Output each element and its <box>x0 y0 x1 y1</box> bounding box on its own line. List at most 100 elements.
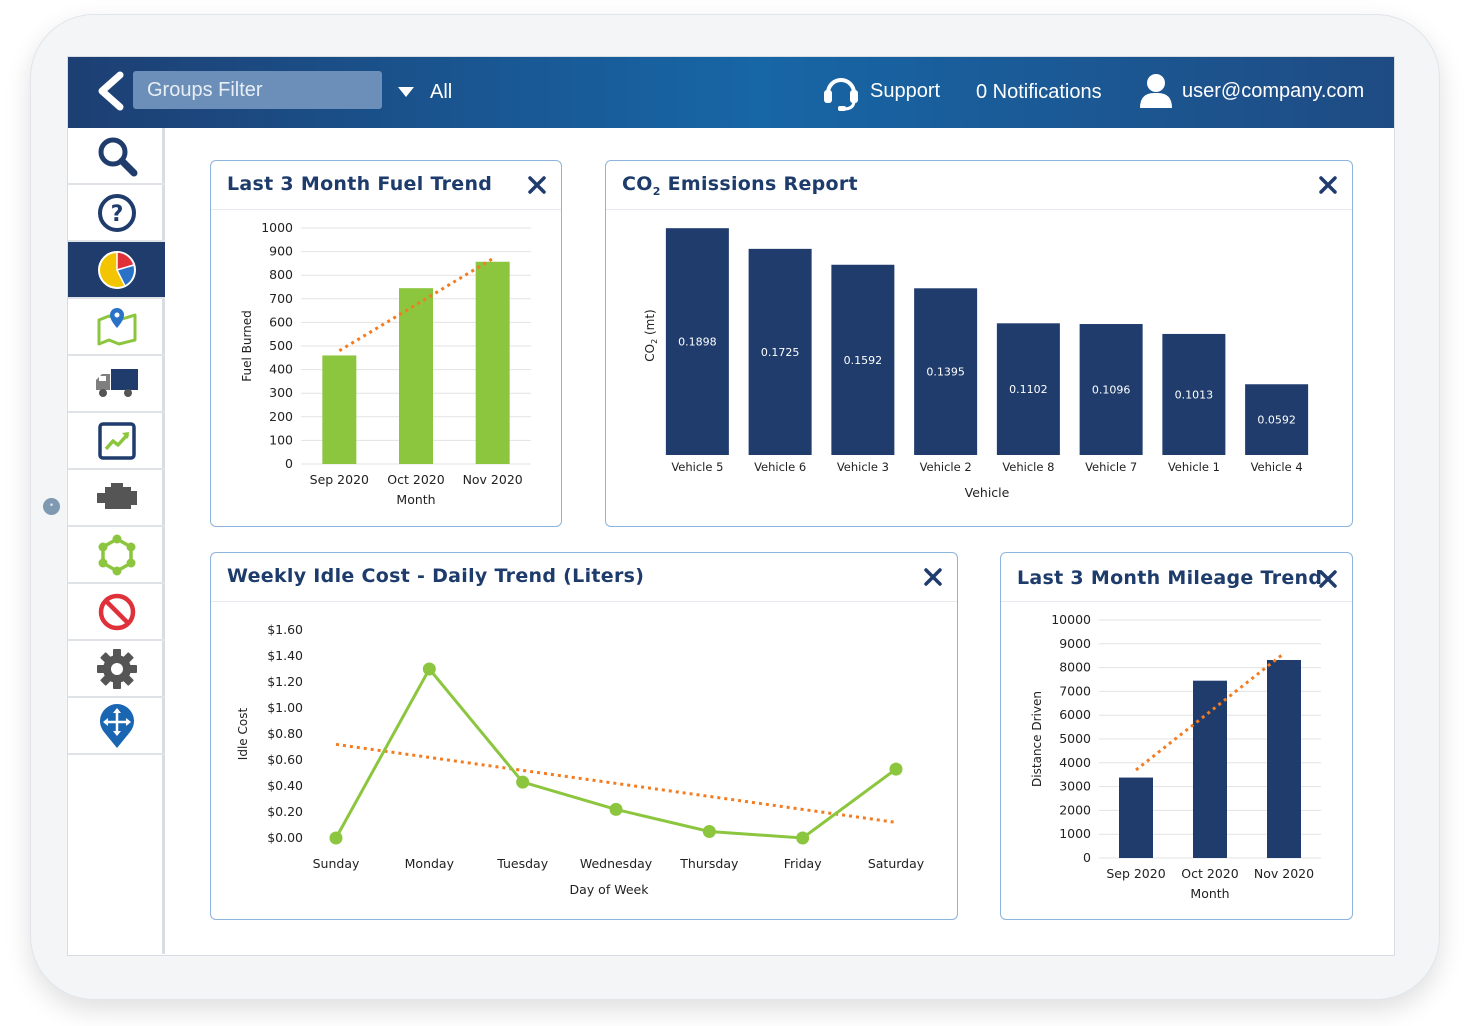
gear-icon <box>96 648 137 689</box>
sidebar-item-geofence[interactable] <box>68 527 165 584</box>
y-tick-label: $0.80 <box>267 726 303 741</box>
fuel-trend-panel: Last 3 Month Fuel Trend 0 100 200 300 400 500… <box>210 160 562 527</box>
idle-cost-header: Weekly Idle Cost - Daily Trend (Liters) <box>211 553 957 602</box>
y-tick-label: 3000 <box>1059 779 1091 794</box>
notifications-link[interactable]: 0 Notifications <box>976 81 1102 103</box>
sidebar-item-trends[interactable] <box>68 413 165 470</box>
sidebar-item-restrictions[interactable] <box>68 584 165 641</box>
y-tick-label: $1.40 <box>267 648 303 663</box>
y-tick-label: $0.20 <box>267 804 303 819</box>
bar-value-label: 0.1013 <box>1175 388 1214 401</box>
y-axis-label-sub: 2 <box>650 339 659 344</box>
pie-chart-icon <box>97 250 136 289</box>
fuel-trend-title: Last 3 Month Fuel Trend <box>227 173 493 195</box>
x-tick-label: Oct 2020 <box>387 472 444 487</box>
y-tick-label: 900 <box>269 244 293 259</box>
y-tick-label: 400 <box>269 362 293 377</box>
co2-emissions-panel: CO2 Emissions Report 0.1898 Vehicle 5 0.17… <box>605 160 1353 527</box>
x-tick-label: Vehicle 6 <box>754 460 806 474</box>
sidebar-item-reports[interactable] <box>68 242 165 299</box>
bar-value-label: 0.1725 <box>761 346 800 359</box>
tablet-home-button: • <box>43 498 60 515</box>
engine-icon <box>96 482 137 509</box>
x-tick-label: Tuesday <box>496 856 548 871</box>
y-tick-label: 700 <box>269 291 293 306</box>
y-tick-label: $0.60 <box>267 752 303 767</box>
sidebar-item-search[interactable] <box>68 128 165 185</box>
x-tick-label: Oct 2020 <box>1181 866 1238 881</box>
bar-value-label: 0.1102 <box>1009 383 1048 396</box>
y-tick-label: 800 <box>269 267 293 282</box>
bar-value-label: 0.1592 <box>844 354 883 367</box>
x-tick-label: Vehicle 7 <box>1085 460 1137 474</box>
search-icon <box>98 137 137 176</box>
sidebar-item-vehicles[interactable] <box>68 356 165 413</box>
back-chevron-icon[interactable] <box>86 67 134 115</box>
x-tick-label: Nov 2020 <box>1254 866 1314 881</box>
co2-emissions-header: CO2 Emissions Report <box>606 161 1352 210</box>
co2-title-prefix: CO <box>622 173 653 195</box>
y-tick-label: $0.40 <box>267 778 303 793</box>
idle-cost-close-icon[interactable] <box>923 567 943 587</box>
user-menu[interactable]: user@company.com <box>1138 71 1364 111</box>
fuel-trend-chart: 0 100 200 300 400 500 600 700 800 900 1000 Sep 2020… <box>240 220 531 507</box>
data-point <box>702 825 716 838</box>
x-tick-label: Thursday <box>679 856 739 871</box>
bar <box>475 261 510 464</box>
y-tick-label: 9000 <box>1059 636 1091 651</box>
bar <box>1193 680 1227 858</box>
data-point <box>889 762 903 776</box>
bar-value-label: 0.0592 <box>1257 414 1296 427</box>
sidebar-item-dispatch[interactable] <box>68 698 165 755</box>
y-tick-label: 1000 <box>1059 826 1091 841</box>
bar <box>748 248 812 455</box>
y-tick-label: 300 <box>269 385 293 400</box>
headset-icon <box>824 78 858 111</box>
no-entry-icon <box>98 593 135 630</box>
bar <box>665 228 729 455</box>
sidebar-item-settings[interactable] <box>68 641 165 698</box>
bar <box>996 323 1060 455</box>
group-select-value: All <box>430 80 453 103</box>
sidebar-item-engine[interactable] <box>68 470 165 527</box>
caret-down-icon <box>398 87 414 97</box>
co2-emissions-close-icon[interactable] <box>1318 175 1338 195</box>
y-tick-label: 4000 <box>1059 755 1091 770</box>
y-tick-label: 6000 <box>1059 707 1091 722</box>
support-label: Support <box>870 79 941 102</box>
groups-filter-input[interactable] <box>133 71 382 109</box>
x-tick-label: Vehicle 5 <box>671 460 723 474</box>
x-axis-label: Day of Week <box>570 882 650 897</box>
mileage-trend-close-icon[interactable] <box>1318 569 1338 589</box>
y-tick-label: 200 <box>269 409 293 424</box>
x-tick-label: Nov 2020 <box>463 472 523 487</box>
x-axis-label: Vehicle <box>965 485 1010 500</box>
idle-cost-panel: Weekly Idle Cost - Daily Trend (Liters) … <box>210 552 958 920</box>
data-point <box>422 662 436 676</box>
bar <box>1079 324 1143 455</box>
co2-title-sub: 2 <box>652 184 661 198</box>
co2-emissions-chart: 0.1898 Vehicle 5 0.1725 Vehicle 6 0.1592 Vehi… <box>643 228 1309 500</box>
geofence-icon <box>98 534 135 575</box>
bar <box>1267 659 1301 858</box>
y-tick-label: 100 <box>269 432 293 447</box>
svg-text:?: ? <box>110 202 123 227</box>
trendline <box>335 742 897 824</box>
x-tick-label: Monday <box>405 856 455 871</box>
x-tick-label: Wednesday <box>580 856 653 871</box>
y-axis-label: CO2 (mt) <box>643 309 659 362</box>
y-axis-label: Idle Cost <box>236 708 250 761</box>
sidebar-item-map[interactable] <box>68 299 165 356</box>
group-select-dropdown[interactable]: All <box>398 77 452 107</box>
x-tick-label: Vehicle 1 <box>1168 460 1220 474</box>
data-point <box>796 831 810 845</box>
fuel-trend-close-icon[interactable] <box>527 175 547 195</box>
idle-cost-title: Weekly Idle Cost - Daily Trend (Liters) <box>227 565 645 587</box>
help-icon: ? <box>97 193 136 232</box>
y-tick-label: 0 <box>1083 850 1091 865</box>
sidebar-item-help[interactable]: ? <box>68 185 165 242</box>
support-link[interactable]: Support <box>822 71 940 111</box>
sidebar: ? <box>68 128 165 954</box>
user-icon <box>1140 74 1172 108</box>
y-axis-label: Fuel Burned <box>240 310 254 382</box>
